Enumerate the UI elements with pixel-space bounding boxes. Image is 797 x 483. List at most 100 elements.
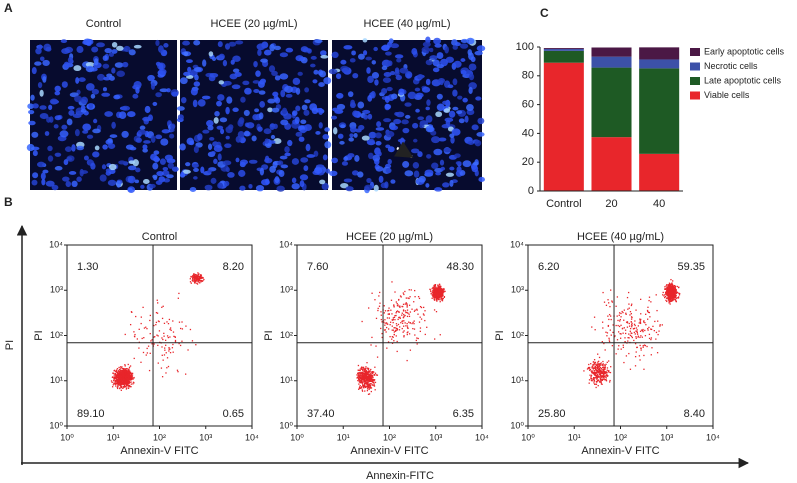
nucleus bbox=[111, 121, 116, 129]
event-dot bbox=[121, 376, 123, 379]
nucleus bbox=[295, 55, 304, 62]
event-dot bbox=[119, 376, 121, 378]
event-dot bbox=[378, 305, 381, 307]
nucleus bbox=[267, 98, 276, 104]
event-dot bbox=[418, 321, 421, 323]
event-dot bbox=[608, 337, 610, 339]
nucleus bbox=[440, 166, 446, 171]
event-dot bbox=[359, 375, 362, 377]
event-dot bbox=[602, 376, 605, 379]
bar-segment bbox=[591, 56, 632, 68]
event-dot bbox=[370, 390, 372, 393]
event-dot bbox=[674, 295, 676, 298]
event-dot bbox=[664, 288, 666, 290]
event-dot bbox=[408, 289, 410, 291]
nucleus bbox=[76, 45, 84, 53]
event-dot bbox=[377, 309, 379, 312]
event-dot bbox=[597, 379, 599, 381]
event-dot bbox=[128, 366, 131, 368]
event-dot bbox=[192, 274, 195, 276]
nucleus bbox=[45, 46, 52, 52]
event-dot bbox=[178, 292, 180, 295]
event-dot bbox=[393, 331, 395, 333]
nucleus bbox=[217, 153, 222, 161]
event-dot bbox=[358, 375, 360, 378]
y-axis-label: PI bbox=[33, 330, 45, 340]
event-dot bbox=[368, 393, 371, 395]
nucleus bbox=[255, 70, 261, 77]
nucleus bbox=[460, 38, 469, 44]
event-dot bbox=[602, 291, 604, 294]
quadrant-value: 8.20 bbox=[223, 261, 244, 273]
nucleus bbox=[179, 143, 186, 151]
event-dot bbox=[404, 290, 406, 293]
nucleus bbox=[224, 143, 232, 148]
event-dot bbox=[672, 287, 675, 289]
y-tick-label: 10¹ bbox=[280, 375, 293, 385]
nucleus bbox=[242, 80, 250, 86]
event-dot bbox=[155, 311, 158, 314]
event-dot bbox=[374, 381, 377, 384]
event-dot bbox=[196, 282, 198, 285]
nucleus bbox=[368, 131, 377, 139]
nucleus bbox=[357, 171, 364, 178]
event-dot bbox=[602, 327, 604, 329]
event-dot bbox=[384, 324, 386, 326]
event-dot bbox=[623, 361, 625, 364]
panel-letter: C bbox=[540, 6, 549, 20]
event-dot bbox=[392, 318, 394, 321]
event-dot bbox=[111, 386, 114, 388]
event-dot bbox=[606, 332, 609, 334]
nucleus bbox=[167, 162, 174, 169]
nucleus bbox=[371, 60, 377, 65]
event-dot bbox=[647, 306, 649, 308]
event-dot bbox=[645, 324, 647, 326]
event-dot bbox=[438, 296, 440, 298]
quadrant-value: 8.40 bbox=[684, 408, 705, 420]
event-dot bbox=[167, 365, 170, 368]
nucleus bbox=[102, 144, 108, 150]
event-dot bbox=[389, 324, 391, 326]
nucleus bbox=[219, 117, 228, 123]
event-dot bbox=[116, 369, 118, 371]
event-dot bbox=[115, 379, 118, 381]
nucleus bbox=[343, 156, 349, 162]
nucleus bbox=[376, 121, 382, 128]
nucleus bbox=[451, 128, 461, 136]
nucleus bbox=[26, 143, 35, 152]
event-dot bbox=[612, 331, 614, 334]
event-dot bbox=[362, 368, 364, 370]
nucleus bbox=[357, 101, 365, 109]
event-dot bbox=[384, 319, 386, 321]
nucleus bbox=[162, 166, 169, 171]
event-dot bbox=[136, 338, 138, 340]
nucleus bbox=[285, 93, 293, 98]
event-dot bbox=[358, 383, 360, 385]
nucleus bbox=[123, 45, 131, 53]
event-dot bbox=[117, 380, 119, 383]
event-dot bbox=[361, 381, 363, 383]
event-dot bbox=[591, 326, 593, 328]
nucleus bbox=[158, 68, 167, 75]
event-dot bbox=[126, 381, 128, 383]
image-title: HCEE (20 µg/mL) bbox=[210, 18, 297, 30]
event-dot bbox=[586, 368, 589, 370]
event-dot bbox=[669, 296, 671, 298]
event-dot bbox=[433, 299, 436, 301]
nucleus bbox=[321, 182, 329, 191]
nucleus bbox=[109, 134, 118, 138]
event-dot bbox=[426, 326, 428, 328]
event-dot bbox=[597, 364, 599, 366]
event-dot bbox=[119, 378, 122, 380]
event-dot bbox=[119, 379, 121, 381]
event-dot bbox=[122, 369, 125, 371]
event-dot bbox=[145, 354, 147, 356]
event-dot bbox=[591, 372, 593, 374]
event-dot bbox=[433, 290, 435, 292]
event-dot bbox=[169, 348, 171, 350]
event-dot bbox=[359, 377, 362, 380]
event-dot bbox=[364, 377, 366, 379]
event-dot bbox=[366, 384, 368, 386]
event-dot bbox=[420, 306, 423, 309]
legend-label: Viable cells bbox=[704, 90, 750, 100]
